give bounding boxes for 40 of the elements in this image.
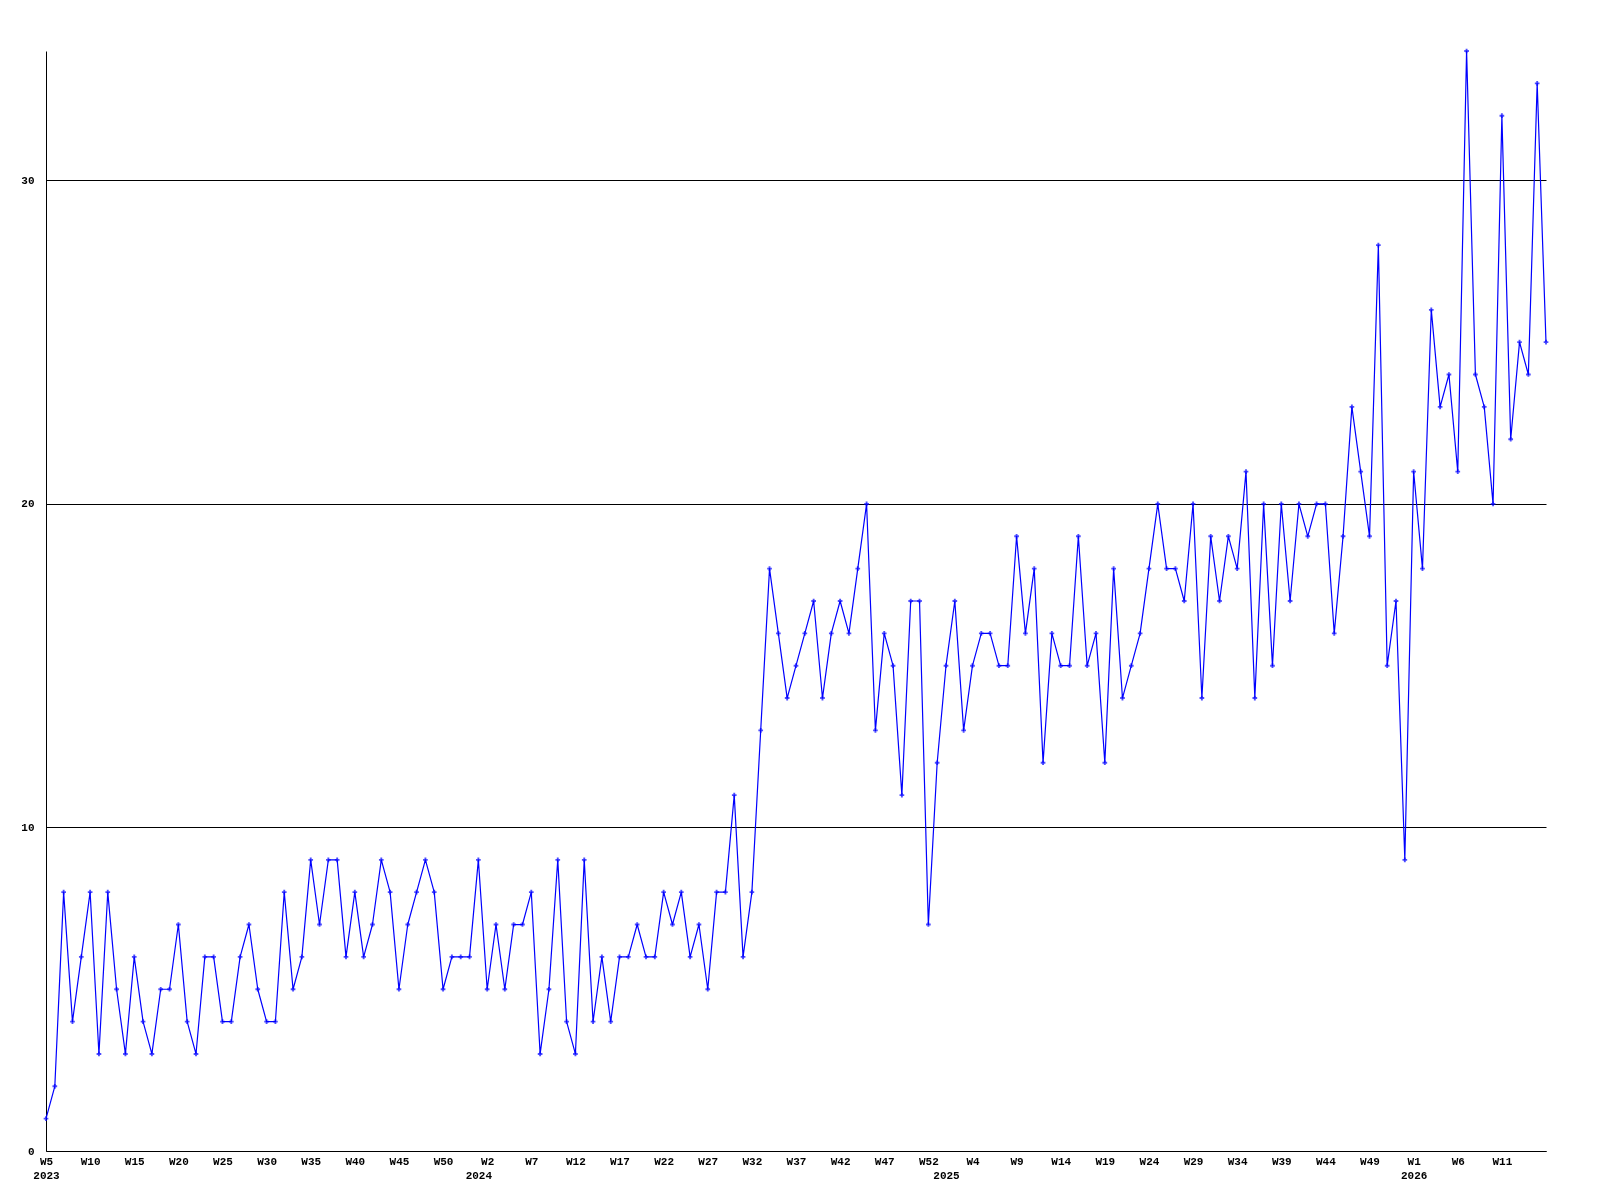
y-tick-label: 0 (27, 1145, 35, 1158)
x-tick-label: W15 (124, 1155, 146, 1168)
x-tick-label: W44 (1316, 1155, 1337, 1168)
x-tick-label: W11 (1492, 1155, 1513, 1168)
x-tick-label: W50 (433, 1155, 454, 1168)
x-tick-label: W6 (1451, 1155, 1465, 1168)
x-tick-label: W40 (345, 1155, 366, 1168)
x-tick-label: W42 (830, 1155, 851, 1168)
x-tick-label: W17 (610, 1155, 630, 1168)
x-tick-label: W25 (213, 1155, 234, 1168)
x-tick-label: W4 (966, 1155, 980, 1168)
x-tick-label: W12 (566, 1155, 586, 1168)
x-tick-label: W27 (698, 1155, 719, 1168)
y-tick-label: 30 (21, 174, 35, 187)
x-tick-label: W19 (1095, 1155, 1116, 1168)
x-tick-label: W9 (1010, 1155, 1024, 1168)
x-tick-label: W29 (1183, 1155, 1204, 1168)
x-tick-label: W1 2026 (1400, 1155, 1428, 1182)
x-tick-label: W37 (786, 1155, 807, 1168)
x-tick-label: W7 (525, 1155, 539, 1168)
x-tick-label: W5 2023 (33, 1155, 61, 1182)
x-tick-label: W47 (874, 1155, 895, 1168)
x-tick-label: W2 (481, 1155, 495, 1168)
x-tick-label: 2025 (933, 1169, 961, 1182)
x-tick-label: W52 (918, 1155, 939, 1168)
y-tick-label: 20 (21, 498, 35, 511)
x-tick-label: W32 (742, 1155, 763, 1168)
x-tick-label: W45 (389, 1155, 410, 1168)
x-tick-label: W24 (1139, 1155, 1160, 1168)
x-tick-label: W35 (301, 1155, 322, 1168)
x-tick-label: 2024 (465, 1169, 493, 1182)
x-tick-label: W49 (1360, 1155, 1380, 1168)
x-tick-label: W34 (1227, 1155, 1248, 1168)
x-tick-label: W10 (80, 1155, 101, 1168)
y-tick-label: 10 (21, 821, 35, 834)
x-tick-label: W14 (1051, 1155, 1072, 1168)
x-tick-label: W20 (168, 1155, 189, 1168)
x-tick-label: W22 (654, 1155, 675, 1168)
x-tick-label: W30 (257, 1155, 277, 1168)
x-tick-label: W39 (1271, 1155, 1292, 1168)
